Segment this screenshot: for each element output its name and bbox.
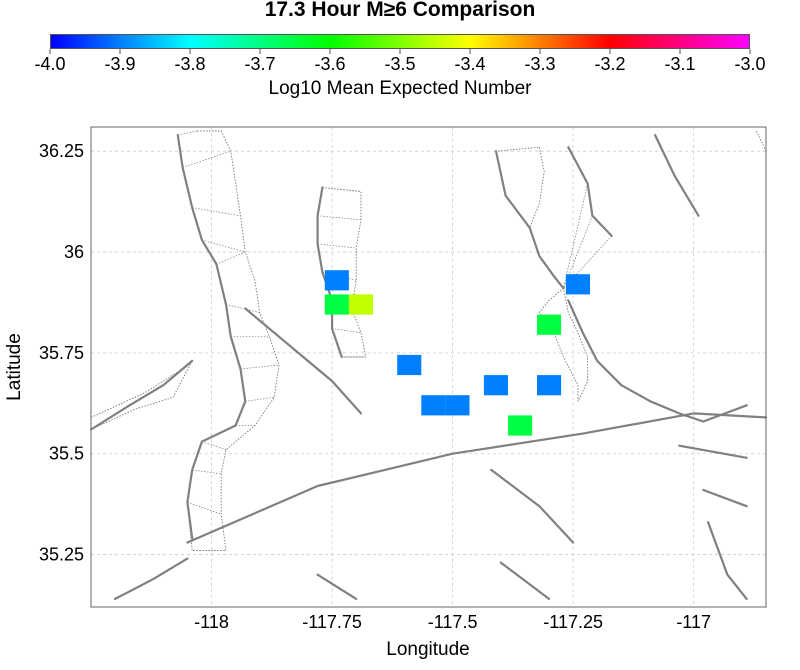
colorbar-tick-label: -3.6 — [314, 54, 345, 74]
fault-trace — [702, 488, 748, 508]
fault-trace — [653, 134, 700, 217]
colorbar-tick-label: -3.2 — [594, 54, 625, 74]
fault-zone-rung — [192, 207, 241, 217]
forecast-cell — [421, 395, 446, 416]
x-tick-label: -117.5 — [428, 612, 478, 632]
colorbar-tick-label: -4.0 — [34, 54, 65, 74]
x-tick-label: -117.75 — [302, 612, 362, 632]
forecast-cell — [324, 270, 349, 291]
y-tick-label: 35.75 — [39, 343, 84, 363]
colorbar-tick-label: -3.9 — [104, 54, 135, 74]
forecast-cell — [537, 314, 562, 335]
forecast-cells — [324, 270, 590, 436]
y-tick-label: 36.25 — [39, 141, 84, 161]
fault-zone-rung — [192, 469, 222, 475]
fault-trace — [186, 412, 768, 544]
fault-trace — [316, 573, 358, 601]
colorbar-tick-label: -3.3 — [524, 54, 555, 74]
fault-zone-rung — [225, 304, 260, 313]
colorbar-label: Log10 Mean Expected Number — [268, 78, 532, 99]
fault-zone-rung — [317, 243, 357, 249]
colorbar-tick-label: -3.7 — [244, 54, 275, 74]
colorbar-gradient — [50, 34, 750, 49]
fault-trace — [499, 561, 551, 601]
fault-trace — [113, 557, 189, 601]
fault-trace — [490, 468, 575, 544]
colorbar-tick-label: -3.8 — [174, 54, 205, 74]
fault-trace — [176, 134, 247, 540]
colorbar-tick-label: -3.5 — [384, 54, 415, 74]
y-axis-label: Latitude — [4, 333, 25, 401]
fault-zone-rung — [245, 396, 275, 402]
forecast-cell — [445, 395, 470, 416]
colorbar-tick-label: -3.0 — [734, 54, 765, 74]
fault-zone-outline — [90, 360, 193, 430]
fault-trace — [567, 146, 613, 237]
forecast-cell — [324, 294, 349, 315]
forecast-cell — [508, 415, 533, 436]
y-tick-label: 35.5 — [49, 444, 84, 464]
fault-trace — [316, 186, 343, 358]
x-axis-label: Longitude — [386, 639, 469, 660]
fault-zone-rung — [240, 364, 280, 370]
map-title: 17.3 Hour M≥6 Comparison — [264, 0, 536, 21]
fault-trace — [706, 521, 748, 601]
fault-zone-rung — [187, 501, 222, 515]
colorbar-tick-label: -3.4 — [454, 54, 485, 74]
fault-zones — [90, 130, 767, 551]
fault-zone-outline — [755, 130, 767, 152]
fault-zone-rung — [332, 328, 362, 334]
fault-trace — [678, 444, 748, 459]
forecast-cell — [565, 274, 590, 295]
x-tick-label: -117 — [676, 612, 711, 632]
fault-traces — [89, 134, 768, 601]
forecast-cell — [348, 294, 373, 315]
forecast-cell — [537, 375, 562, 396]
fault-zone-rung — [317, 215, 362, 221]
fault-zone-rung — [177, 130, 198, 136]
forecast-cell — [397, 354, 422, 376]
fault-zone-rung — [216, 251, 246, 265]
y-tick-label: 36 — [64, 242, 84, 262]
y-tick-label: 35.25 — [39, 545, 84, 565]
fault-trace — [567, 299, 748, 423]
x-tick-label: -118 — [194, 612, 229, 632]
colorbar-tick-label: -3.1 — [664, 54, 695, 74]
fault-zone-rung — [322, 187, 362, 192]
fault-zone-rung — [182, 150, 231, 168]
forecast-cell — [483, 375, 508, 396]
fault-zone-outline — [177, 130, 280, 551]
fault-trace — [89, 359, 194, 431]
fault-zone-rung — [201, 441, 227, 451]
fault-trace — [494, 150, 565, 290]
colorbar-ticks: -4.0 -3.9 -3.8 -3.7 -3.6 -3.5 -3.4 -3.3 -3.2 -3.1… — [34, 49, 766, 74]
fault-zone-rung — [563, 215, 593, 289]
grid-lines — [91, 127, 766, 607]
y-tick-labels: 35.25 35.5 35.75 36 36.25 — [39, 141, 84, 564]
plot-frame — [90, 126, 767, 608]
x-tick-label: -117.25 — [543, 612, 603, 632]
x-tick-labels: -118 -117.75 -117.5 -117.25 -117 — [194, 612, 711, 632]
fault-trace — [244, 307, 363, 415]
